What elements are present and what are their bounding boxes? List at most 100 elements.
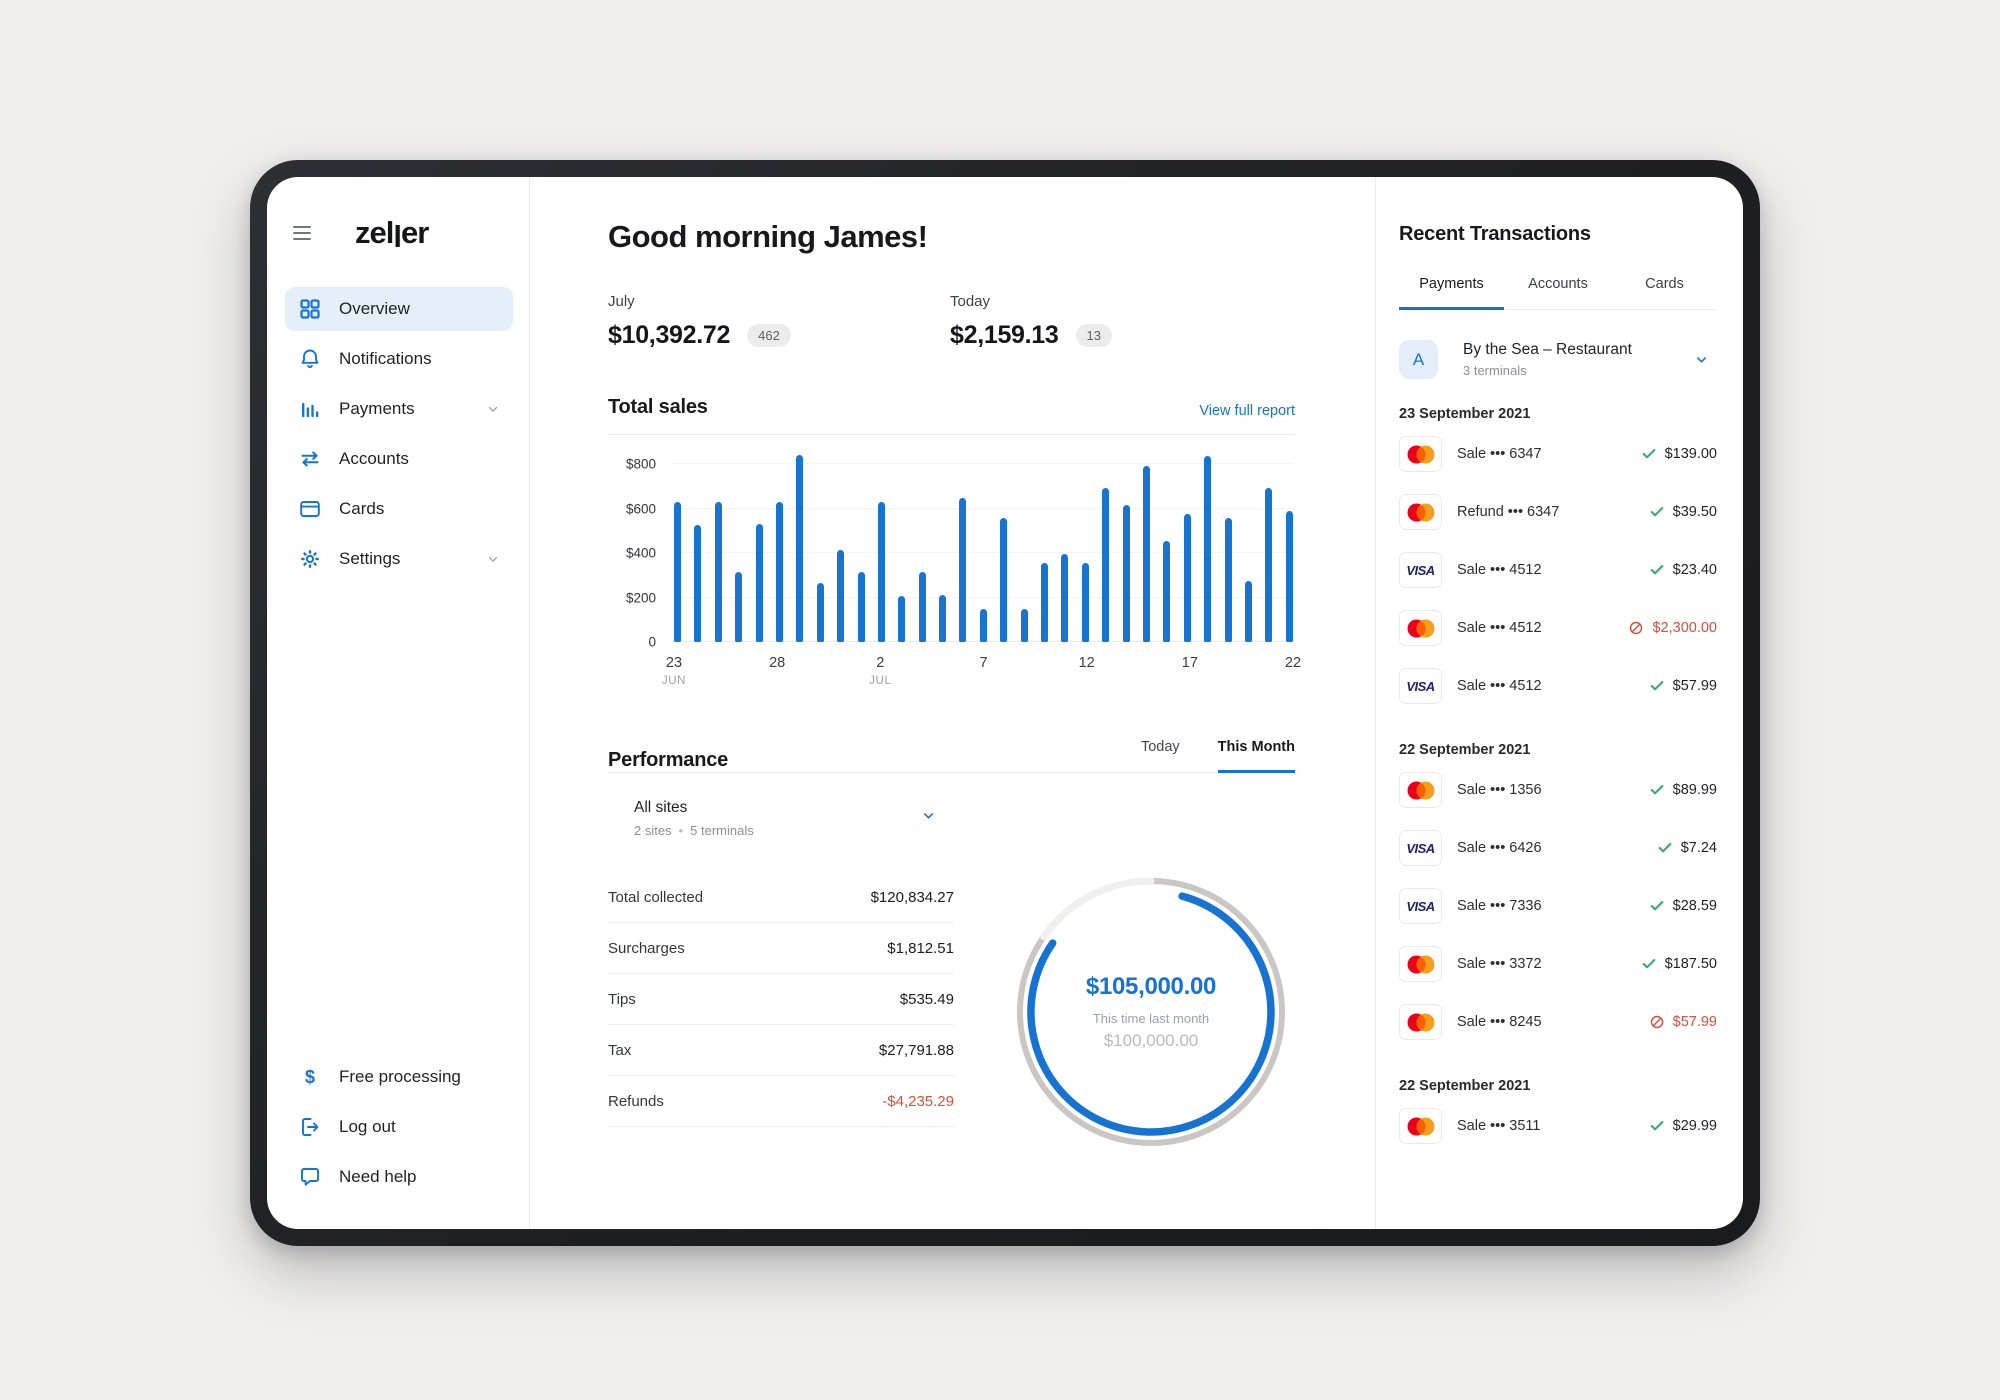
transfer-icon bbox=[298, 447, 322, 471]
performance-tab-today[interactable]: Today bbox=[1140, 739, 1180, 755]
chat-icon bbox=[298, 1165, 322, 1189]
stat-july: July $10,392.72 462 bbox=[608, 293, 950, 350]
sidebar-item-label: Settings bbox=[339, 549, 401, 568]
transaction-amount: $57.99 bbox=[1672, 1014, 1717, 1030]
sidebar-item-payments[interactable]: Payments bbox=[285, 387, 513, 431]
transaction-label: Refund ••• 6347 bbox=[1457, 504, 1560, 520]
sidebar-item-free-processing[interactable]: $ Free processing bbox=[285, 1055, 513, 1099]
transaction-row[interactable]: Sale ••• 3372 $187.50 bbox=[1399, 935, 1717, 993]
chart-x-tick-label: 2 JUL bbox=[869, 655, 891, 687]
visa-icon: VISA bbox=[1406, 898, 1435, 914]
chevron-down-icon bbox=[1694, 352, 1709, 367]
transaction-groups: 23 September 2021 Sale ••• 6347 $139.00 Ref… bbox=[1399, 379, 1717, 1155]
site-count: 2 sites bbox=[634, 823, 672, 838]
merchant-selector[interactable]: A By the Sea – Restaurant 3 terminals bbox=[1399, 340, 1717, 379]
transaction-row[interactable]: Sale ••• 4512 $2,300.00 bbox=[1399, 599, 1717, 657]
sidebar-item-overview[interactable]: Overview bbox=[285, 287, 513, 331]
stat-today: Today $2,159.13 13 bbox=[950, 293, 1292, 350]
chart-y-tick-label: $400 bbox=[625, 545, 656, 561]
transaction-count-badge: 462 bbox=[747, 324, 791, 347]
card-scheme-box: VISA bbox=[1399, 552, 1442, 588]
performance-row-value: $1,812.51 bbox=[887, 939, 954, 957]
performance-row: Refunds -$4,235.29 bbox=[608, 1076, 954, 1127]
chart-bar bbox=[979, 608, 987, 642]
sidebar-item-label: Log out bbox=[339, 1117, 396, 1136]
chart-bar bbox=[674, 502, 681, 642]
transaction-row[interactable]: Sale ••• 6347 $139.00 bbox=[1399, 425, 1717, 483]
main-content: Good morning James! July $10,392.72 462 Tod… bbox=[530, 177, 1375, 1229]
approved-check-icon bbox=[1649, 562, 1665, 578]
chart-bar bbox=[877, 502, 885, 642]
transactions-tab-accounts[interactable]: Accounts bbox=[1528, 276, 1588, 292]
sidebar-item-settings[interactable]: Settings bbox=[285, 537, 513, 581]
chart-bar bbox=[796, 455, 804, 642]
transaction-amount: $39.50 bbox=[1672, 504, 1717, 520]
sidebar-item-label: Free processing bbox=[339, 1067, 461, 1086]
x-tick-day: 7 bbox=[979, 655, 988, 671]
sidebar-item-label: Need help bbox=[339, 1167, 417, 1186]
x-tick-day: 17 bbox=[1181, 655, 1198, 671]
chart-x-tick-label: 12 bbox=[1079, 655, 1095, 671]
transaction-row[interactable]: VISA Sale ••• 6426 $7.24 bbox=[1399, 819, 1717, 877]
transaction-row[interactable]: Sale ••• 1356 $89.99 bbox=[1399, 761, 1717, 819]
site-selector-subtitle: 2 sites • 5 terminals bbox=[634, 823, 754, 838]
hamburger-menu-icon[interactable] bbox=[293, 226, 311, 240]
transactions-tab-payments[interactable]: Payments bbox=[1399, 276, 1504, 310]
transaction-row[interactable]: VISA Sale ••• 4512 $23.40 bbox=[1399, 541, 1717, 599]
card-scheme-box bbox=[1399, 1108, 1442, 1144]
gauge-previous-value: $100,000.00 bbox=[1103, 1031, 1199, 1050]
transaction-label: Sale ••• 4512 bbox=[1457, 678, 1542, 694]
x-tick-day: 28 bbox=[769, 655, 786, 671]
site-selector[interactable]: All sites 2 sites • 5 terminals bbox=[634, 799, 936, 838]
total-sales-chart: 0 $200 $400 $600 $800 23 JUN 28 2 JUL 7 12 17 22 bbox=[608, 439, 1301, 691]
total-sales-header: Total sales View full report bbox=[608, 396, 1295, 435]
chart-x-tick-label: 28 bbox=[769, 655, 785, 671]
transaction-row[interactable]: Sale ••• 8245 $57.99 bbox=[1399, 993, 1717, 1051]
chart-gridline bbox=[674, 596, 1293, 598]
transaction-date-header: 22 September 2021 bbox=[1399, 1078, 1531, 1094]
visa-icon: VISA bbox=[1406, 678, 1435, 694]
performance-row: Total collected $120,834.27 bbox=[608, 872, 954, 923]
performance-row-label: Refunds bbox=[608, 1092, 664, 1110]
sidebar-item-accounts[interactable]: Accounts bbox=[285, 437, 513, 481]
transaction-row[interactable]: VISA Sale ••• 4512 $57.99 bbox=[1399, 657, 1717, 715]
gear-icon bbox=[298, 547, 322, 571]
performance-tab-this-month[interactable]: This Month bbox=[1217, 739, 1295, 773]
transaction-label: Sale ••• 7336 bbox=[1457, 898, 1542, 914]
logout-icon bbox=[298, 1115, 322, 1139]
chart-y-axis: 0 $200 $400 $600 $800 bbox=[608, 442, 664, 650]
card-scheme-box bbox=[1399, 772, 1442, 808]
chart-bar bbox=[1183, 514, 1191, 642]
sidebar-item-label: Accounts bbox=[339, 449, 409, 468]
sidebar-item-cards[interactable]: Cards bbox=[285, 487, 513, 531]
card-scheme-box: VISA bbox=[1399, 888, 1442, 924]
transaction-row[interactable]: Sale ••• 3511 $29.99 bbox=[1399, 1097, 1717, 1155]
transaction-status-amount: $7.24 bbox=[1657, 840, 1717, 856]
merchant-info: By the Sea – Restaurant 3 terminals bbox=[1463, 341, 1632, 378]
x-tick-month: JUL bbox=[869, 675, 892, 687]
x-tick-day: 23 bbox=[665, 655, 683, 671]
card-scheme-box bbox=[1399, 436, 1442, 472]
approved-check-icon bbox=[1649, 782, 1665, 798]
transaction-date-header: 22 September 2021 bbox=[1399, 742, 1531, 758]
sidebar-item-log-out[interactable]: Log out bbox=[285, 1105, 513, 1149]
chevron-down-icon bbox=[921, 808, 936, 823]
transactions-tab-cards[interactable]: Cards bbox=[1645, 276, 1684, 292]
performance-row-value: -$4,235.29 bbox=[882, 1092, 954, 1110]
transaction-status-amount: $39.50 bbox=[1649, 504, 1717, 520]
gauge-current-value: $105,000.00 bbox=[1085, 973, 1217, 1000]
chart-gridline bbox=[674, 552, 1293, 554]
mastercard-icon bbox=[1406, 445, 1436, 464]
chart-bar bbox=[1102, 487, 1110, 642]
barchart-icon bbox=[298, 397, 322, 421]
transaction-row[interactable]: VISA Sale ••• 7336 $28.59 bbox=[1399, 877, 1717, 935]
performance-row-value: $27,791.88 bbox=[878, 1041, 954, 1059]
view-full-report-link[interactable]: View full report bbox=[1199, 403, 1295, 419]
monthly-sales-gauge: $105,000.00 This time last month $100,00… bbox=[1011, 872, 1291, 1152]
transaction-row[interactable]: Refund ••• 6347 $39.50 bbox=[1399, 483, 1717, 541]
sidebar-item-need-help[interactable]: Need help bbox=[285, 1155, 513, 1199]
performance-row: Surcharges $1,812.51 bbox=[608, 923, 954, 974]
sidebar-item-notifications[interactable]: Notifications bbox=[285, 337, 513, 381]
transaction-amount: $29.99 bbox=[1672, 1118, 1717, 1134]
approved-check-icon bbox=[1657, 840, 1673, 856]
